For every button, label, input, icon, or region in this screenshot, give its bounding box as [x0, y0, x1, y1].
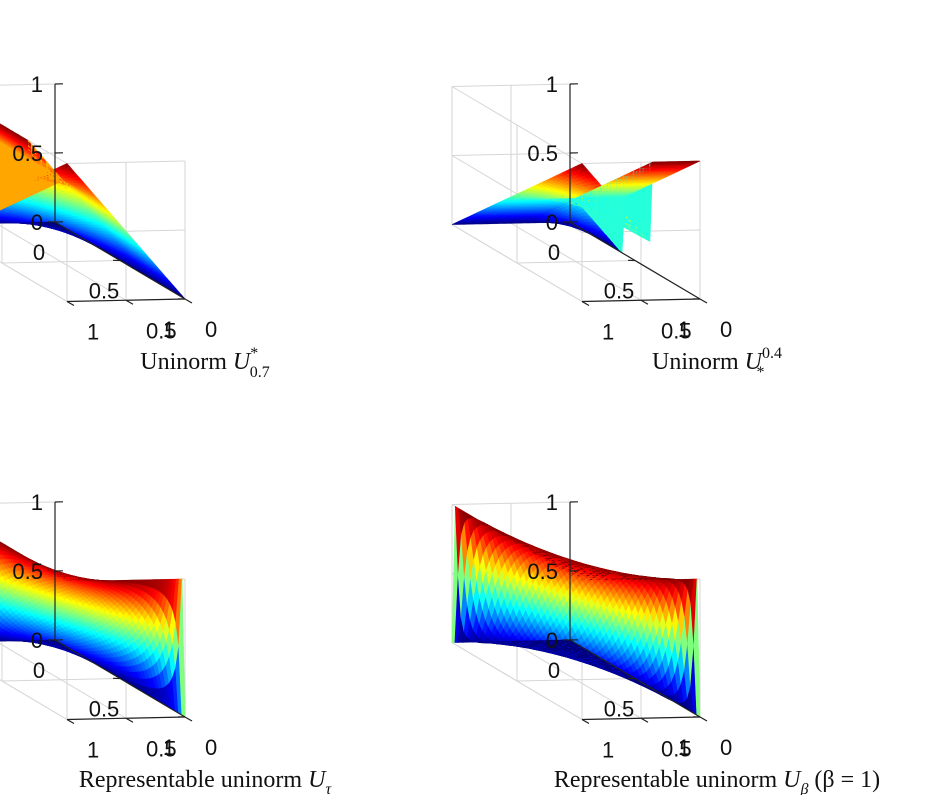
z-tick-label: 0.5	[12, 559, 43, 584]
z-tick-label: 0	[546, 210, 558, 235]
z-tick-label: 1	[546, 72, 558, 97]
y-tick-label: 1	[87, 320, 99, 345]
y-tick-label: 0.5	[146, 736, 177, 761]
x-tick-label: 0.5	[604, 279, 635, 304]
y-tick-label: 0	[205, 735, 217, 760]
x-tick-label: 0.5	[89, 697, 120, 722]
y-tick-label: 0.5	[661, 318, 692, 343]
z-tick-label: 1	[31, 490, 43, 515]
z-tick-label: 0.5	[527, 141, 558, 166]
caption-prefix: Uninorm	[652, 349, 745, 375]
y-tick-label: 0	[205, 317, 217, 342]
y-tick-label: 0	[720, 317, 732, 342]
x-tick-label: 0	[33, 240, 45, 265]
x-tick-label: 0.5	[89, 279, 120, 304]
x-tick-label: 0	[548, 240, 560, 265]
right-wall-edge	[66, 160, 186, 164]
caption-prefix: Representable uninorm	[79, 767, 308, 793]
floor-grid-line	[0, 261, 68, 302]
caption-superscript: 0.4	[762, 345, 782, 362]
caption-superscript: *	[250, 345, 258, 362]
floor-grid-line	[1, 260, 121, 264]
z-tick-label: 0	[31, 628, 43, 653]
z-tick-label: 0	[31, 210, 43, 235]
y-tick-label: 1	[87, 738, 99, 763]
surface-mesh	[0, 123, 186, 300]
x-tick-label: 0	[33, 658, 45, 683]
caption-subscript: 0.7	[250, 364, 270, 381]
y-tick-label: 1	[602, 320, 614, 345]
caption-prefix: Uninorm	[140, 349, 233, 375]
side-wall-grid-line	[0, 83, 56, 86]
plot-caption: Representable uninorm Uτ	[79, 767, 333, 795]
y-tick-label: 0.5	[146, 318, 177, 343]
caption-symbol: U	[308, 767, 327, 793]
caption-subscript: *	[757, 364, 765, 381]
z-tick-label: 1	[31, 72, 43, 97]
z-tick-label: 0.5	[12, 141, 43, 166]
